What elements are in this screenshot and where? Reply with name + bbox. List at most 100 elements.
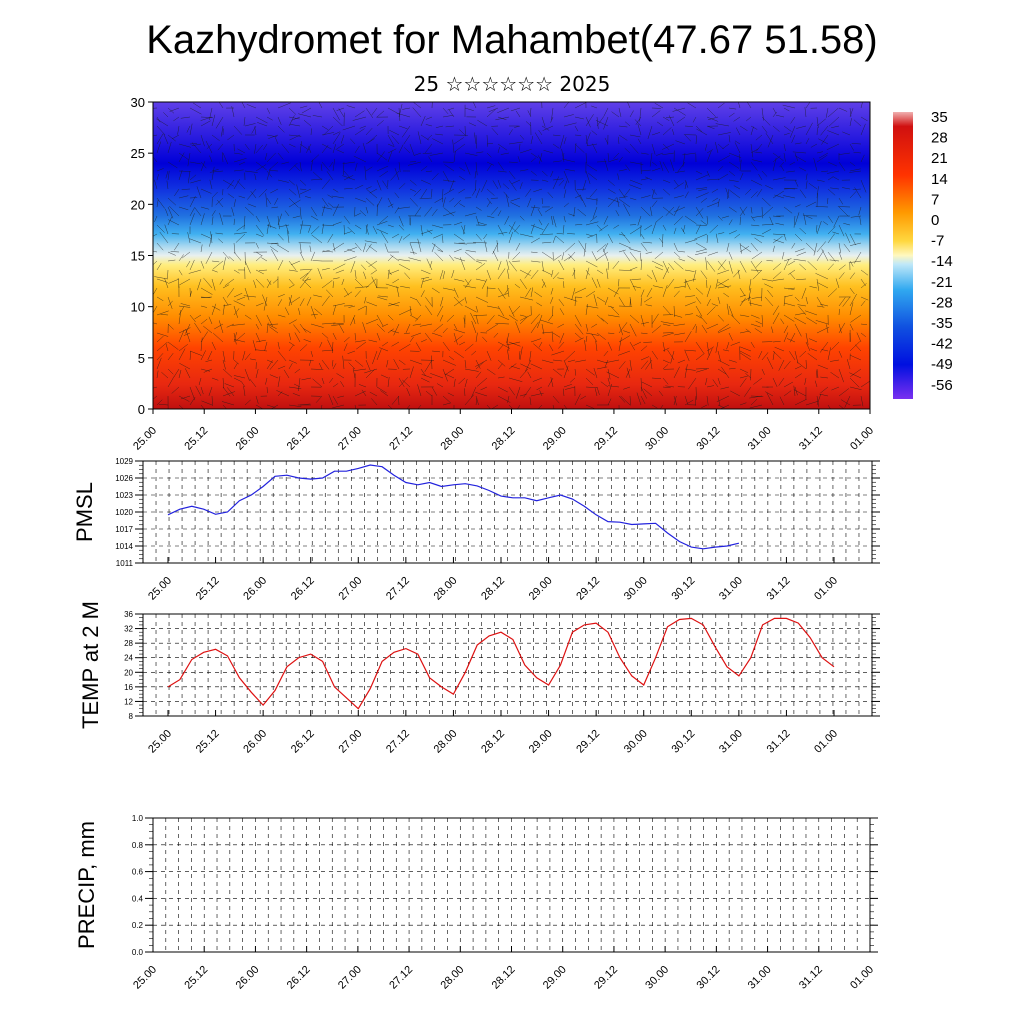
wind-vector <box>794 233 803 242</box>
wind-vector <box>662 127 672 136</box>
wind-vector <box>387 269 390 280</box>
wind-vector <box>266 116 273 121</box>
wind-vector <box>326 289 334 298</box>
wind-vector <box>453 242 468 245</box>
wind-vector <box>574 116 584 120</box>
wind-vector <box>288 341 295 346</box>
wind-vector <box>453 323 458 330</box>
wind-vector <box>827 161 837 167</box>
wind-vector <box>378 295 389 298</box>
wind-vector <box>209 233 213 247</box>
wind-vector <box>464 359 467 369</box>
wind-vector <box>167 197 177 206</box>
wind-vector <box>310 251 315 262</box>
wind-vector <box>709 224 719 233</box>
wind-vector <box>567 359 576 363</box>
wind-vector <box>573 267 576 280</box>
wind-vector <box>233 377 242 382</box>
wind-vector <box>765 133 774 145</box>
wind-vector <box>817 282 829 289</box>
wind-vector <box>796 361 807 370</box>
wind-vector <box>409 296 417 300</box>
wind-vector <box>854 187 862 199</box>
wind-vector <box>426 258 433 271</box>
wind-vector <box>541 282 546 289</box>
wind-vector <box>592 206 598 219</box>
wind-vector <box>816 220 822 235</box>
wind-vector <box>510 197 521 202</box>
wind-vector <box>662 266 670 280</box>
wind-vector <box>376 165 389 172</box>
wind-vector <box>442 402 451 406</box>
x-tick-label: 29.00 <box>527 575 555 603</box>
wind-vector <box>262 294 268 307</box>
wind-vector <box>464 278 470 286</box>
wind-vector <box>426 134 433 140</box>
wind-vector <box>849 191 857 199</box>
y-tick-label: 1017 <box>115 525 133 534</box>
wind-vector <box>717 296 721 304</box>
wind-vector <box>564 169 576 172</box>
wind-vector <box>156 118 169 127</box>
wind-vector <box>200 305 208 308</box>
x-tick-label: 29.00 <box>541 425 569 453</box>
wind-vector <box>607 233 613 244</box>
wind-vector <box>506 338 510 352</box>
wind-vector <box>667 349 675 361</box>
wind-vector <box>629 143 639 154</box>
wind-vector <box>794 373 802 379</box>
wind-vector <box>409 143 415 156</box>
wind-vector <box>717 259 727 271</box>
x-tick-label: 25.12 <box>194 575 222 603</box>
wind-vector <box>436 383 444 388</box>
page-title: Kazhydromet for Mahambet(47.67 51.58) <box>146 18 878 62</box>
wind-vector <box>661 233 664 248</box>
wind-vector <box>211 269 218 273</box>
wind-vector <box>497 305 505 317</box>
wind-vector <box>328 394 334 406</box>
wind-vector <box>767 134 774 148</box>
wind-vector <box>389 254 400 262</box>
wind-vector <box>332 277 340 280</box>
wind-vector <box>167 251 176 256</box>
wind-vector <box>651 189 655 199</box>
wind-vector <box>417 238 422 253</box>
wind-vector <box>186 260 191 268</box>
wind-vector <box>269 170 279 172</box>
wind-vector <box>443 188 455 196</box>
wind-vector <box>512 305 521 315</box>
wind-vector <box>563 296 578 302</box>
wind-vector <box>587 172 598 181</box>
wind-vector <box>838 308 840 316</box>
wind-vector <box>586 164 598 172</box>
y-tick-label: 25 <box>131 146 145 161</box>
wind-vector <box>603 350 609 357</box>
wind-vector <box>684 331 692 343</box>
wind-vector <box>153 322 158 325</box>
wind-vector <box>486 108 496 118</box>
colorbar-label: -21 <box>931 274 953 291</box>
wind-vector <box>761 368 765 375</box>
y-tick-label: 24 <box>124 654 133 663</box>
wind-vector <box>246 104 257 109</box>
wind-vector <box>301 107 312 114</box>
wind-vector <box>486 404 491 409</box>
wind-vector <box>827 188 836 196</box>
wind-vector <box>804 107 807 118</box>
wind-vector <box>665 206 675 216</box>
wind-vector <box>327 202 334 208</box>
wind-vector <box>530 392 544 397</box>
wind-vector <box>601 317 609 325</box>
wind-vector <box>623 188 631 198</box>
wind-vector <box>255 164 267 172</box>
wind-vector <box>783 258 790 271</box>
wind-vector <box>645 251 653 254</box>
wind-vector <box>838 242 842 254</box>
wind-vector <box>258 188 268 198</box>
wind-vector <box>391 135 400 145</box>
y-tick-label: 10 <box>131 300 145 315</box>
wind-vector <box>787 260 796 266</box>
wind-vector <box>464 279 472 289</box>
wind-vector <box>745 328 752 334</box>
wind-vector <box>371 276 378 289</box>
